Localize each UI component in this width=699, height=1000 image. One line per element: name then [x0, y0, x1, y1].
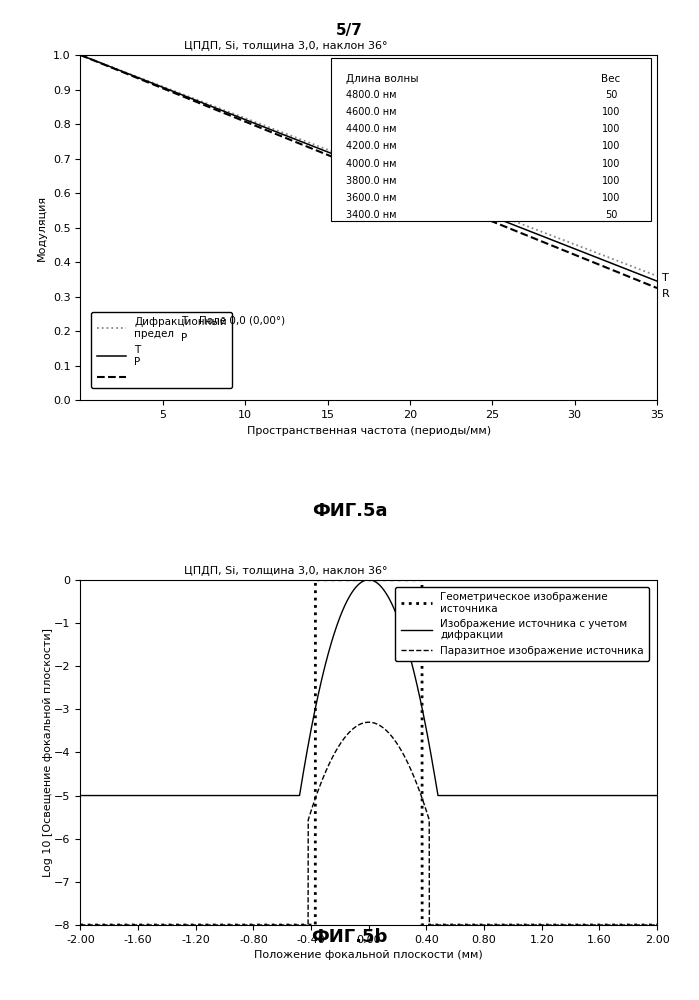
Legend: Геометрическое изображение
источника, Изображение источника с учетом
дифракции, : Геометрическое изображение источника, Из… — [396, 587, 649, 661]
Text: 50: 50 — [605, 90, 617, 100]
Text: 100: 100 — [602, 107, 620, 117]
Text: 4600.0 нм: 4600.0 нм — [345, 107, 396, 117]
Text: 100: 100 — [602, 141, 620, 151]
Text: 3800.0 нм: 3800.0 нм — [345, 176, 396, 186]
X-axis label: Пространственная частота (периоды/мм): Пространственная частота (периоды/мм) — [247, 426, 491, 436]
Text: 4000.0 нм: 4000.0 нм — [345, 159, 396, 169]
Text: ФИГ.5а: ФИГ.5а — [312, 502, 387, 520]
Text: 4800.0 нм: 4800.0 нм — [345, 90, 396, 100]
Y-axis label: Log 10 [Освещение фокальной плоскости]: Log 10 [Освещение фокальной плоскости] — [43, 628, 52, 877]
Text: 100: 100 — [602, 193, 620, 203]
Text: 4200.0 нм: 4200.0 нм — [345, 141, 396, 151]
Text: 100: 100 — [602, 176, 620, 186]
Text: 4400.0 нм: 4400.0 нм — [345, 124, 396, 134]
Text: 50: 50 — [605, 210, 617, 220]
Text: T: T — [662, 273, 669, 283]
Text: 3600.0 нм: 3600.0 нм — [345, 193, 396, 203]
Text: R: R — [662, 289, 670, 299]
Y-axis label: Модуляция: Модуляция — [37, 195, 48, 261]
Text: T: T — [181, 316, 187, 326]
X-axis label: Положение фокальной плоскости (мм): Положение фокальной плоскости (мм) — [254, 950, 483, 960]
Bar — [331, 58, 651, 221]
Text: ФИГ.5b: ФИГ.5b — [311, 928, 388, 946]
Legend: Дифракционный
предел, T
P, : Дифракционный предел, T P, — [92, 312, 232, 388]
Text: 5/7: 5/7 — [336, 23, 363, 38]
Text: 100: 100 — [602, 159, 620, 169]
Text: Длина волны: Длина волны — [345, 74, 418, 84]
Text: Вес: Вес — [601, 74, 621, 84]
Text: P: P — [181, 333, 187, 343]
Text: 3400.0 нм: 3400.0 нм — [345, 210, 396, 220]
Text: ЦПДП, Si, толщина 3,0, наклон 36°: ЦПДП, Si, толщина 3,0, наклон 36° — [185, 41, 388, 51]
Text: 100: 100 — [602, 124, 620, 134]
Text: ЦПДП, Si, толщина 3,0, наклон 36°: ЦПДП, Si, толщина 3,0, наклон 36° — [185, 566, 388, 576]
Text: Поле 0,0 (0,00°): Поле 0,0 (0,00°) — [199, 316, 284, 326]
